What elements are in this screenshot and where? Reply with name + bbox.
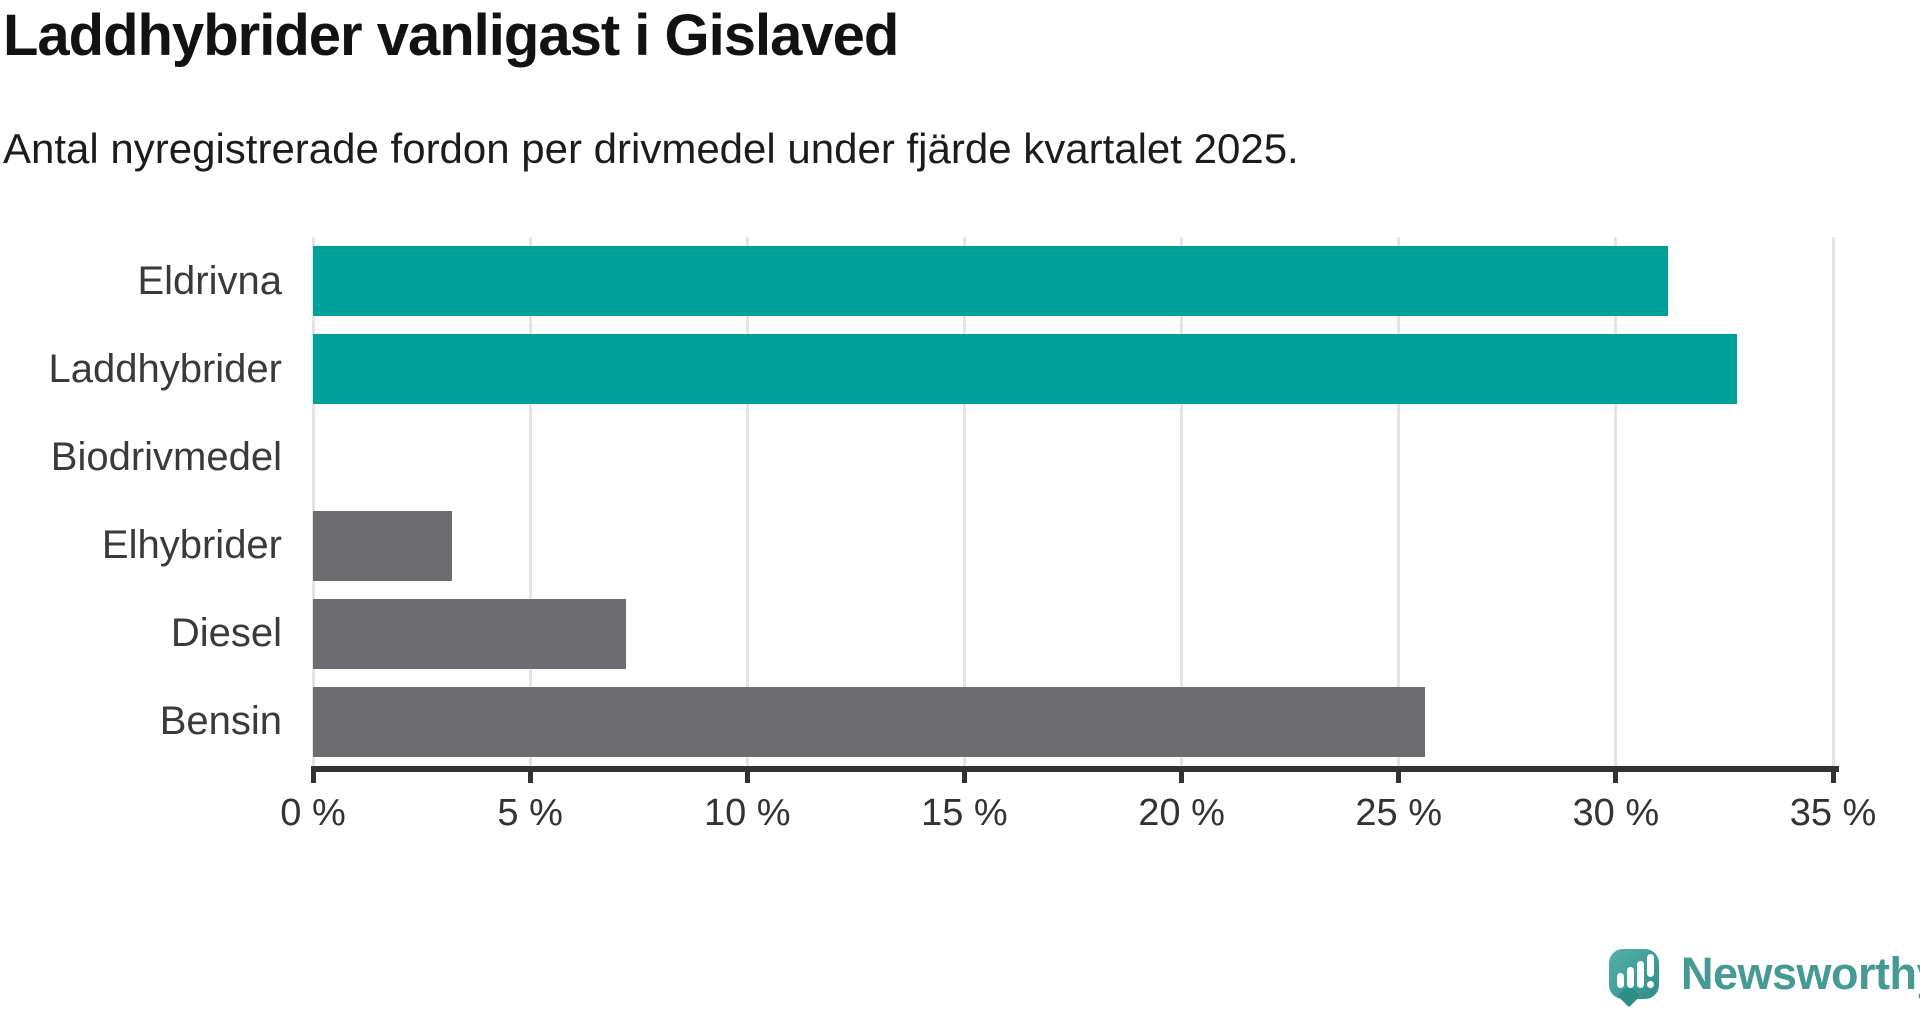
x-axis-line xyxy=(311,766,1839,772)
gridline-0- xyxy=(311,237,315,766)
logo-exclamation-icon xyxy=(1647,954,1654,977)
x-axis-tick xyxy=(1396,766,1402,783)
chart-title: Laddhybrider vanligast i Gislaved xyxy=(3,3,899,68)
bar-elhybrider xyxy=(313,510,452,581)
bar-diesel xyxy=(313,598,626,669)
x-axis-tick xyxy=(1179,766,1185,783)
x-axis-tick xyxy=(1830,766,1836,783)
logo-bar-icon xyxy=(1617,973,1624,988)
gridline-15- xyxy=(962,237,966,766)
newsworthy-logo-icon xyxy=(1609,949,1659,1008)
x-tick-label-30-: 30 % xyxy=(1572,792,1660,834)
gridline-25- xyxy=(1397,237,1401,766)
newsworthy-logo-text: Newsworthy xyxy=(1681,948,1920,999)
gridline-35- xyxy=(1831,237,1835,766)
bar-laddhybrider xyxy=(313,334,1738,405)
category-label-biodrivmedel: Biodrivmedel xyxy=(50,434,282,479)
x-axis-tick xyxy=(744,766,750,783)
x-axis-tick xyxy=(1613,766,1619,783)
bar-eldrivna xyxy=(313,246,1668,317)
x-tick-label-35-: 35 % xyxy=(1789,792,1877,834)
x-tick-label-10-: 10 % xyxy=(703,792,791,834)
logo-exclamation-dot xyxy=(1647,981,1654,988)
x-axis-tick xyxy=(310,766,316,783)
gridline-10- xyxy=(745,237,749,766)
bar-bensin xyxy=(313,686,1425,757)
logo-bar-icon xyxy=(1627,967,1634,988)
category-label-elhybrider: Elhybrider xyxy=(101,523,282,568)
category-label-laddhybrider: Laddhybrider xyxy=(48,346,283,391)
gridline-30- xyxy=(1614,237,1618,766)
gridline-20- xyxy=(1180,237,1184,766)
category-label-diesel: Diesel xyxy=(170,611,282,656)
category-label-bensin: Bensin xyxy=(159,699,282,744)
x-tick-label-5-: 5 % xyxy=(497,792,563,834)
x-axis-tick xyxy=(961,766,967,783)
x-tick-label-0-: 0 % xyxy=(280,792,346,834)
x-tick-label-15-: 15 % xyxy=(921,792,1008,834)
x-tick-label-20-: 20 % xyxy=(1138,792,1225,834)
chart-subtitle: Antal nyregistrerade fordon per drivmede… xyxy=(3,125,1299,172)
x-axis-tick xyxy=(527,766,533,783)
logo-bar-icon xyxy=(1637,961,1644,988)
newsworthy-logo[interactable]: Newsworthy xyxy=(1609,948,1920,1008)
gridline-5- xyxy=(528,237,532,766)
x-tick-label-25-: 25 % xyxy=(1355,792,1443,834)
category-label-eldrivna: Eldrivna xyxy=(137,258,282,303)
